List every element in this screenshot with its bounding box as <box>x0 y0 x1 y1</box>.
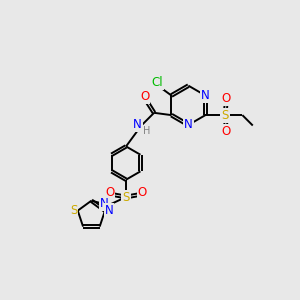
Text: N: N <box>184 118 193 131</box>
Text: O: O <box>138 186 147 199</box>
Text: H: H <box>143 126 151 136</box>
Text: O: O <box>140 90 149 103</box>
Text: Cl: Cl <box>152 76 163 89</box>
Text: N: N <box>100 197 109 210</box>
Text: O: O <box>222 92 231 105</box>
Text: N: N <box>201 89 210 102</box>
Text: N: N <box>105 204 113 217</box>
Text: O: O <box>222 125 231 138</box>
Text: H: H <box>105 207 112 217</box>
Text: S: S <box>221 109 229 122</box>
Text: S: S <box>70 204 77 217</box>
Text: S: S <box>122 190 130 203</box>
Text: N: N <box>133 118 142 131</box>
Text: O: O <box>105 186 115 199</box>
